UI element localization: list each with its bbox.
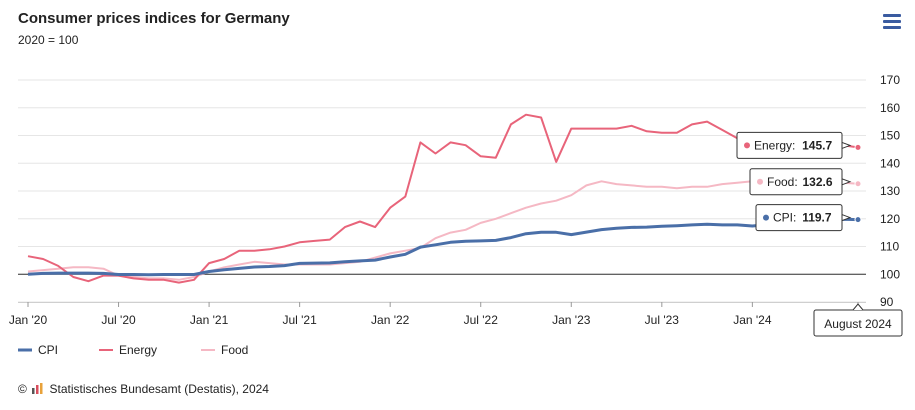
y-tick-label: 160: [880, 101, 900, 115]
y-tick-label: 170: [880, 73, 900, 87]
tooltip-pointer: [841, 178, 852, 186]
x-tick-label: Jul '20: [101, 313, 136, 327]
hamburger-menu-icon[interactable]: [883, 14, 901, 30]
x-tick-label: Jan '23: [552, 313, 591, 327]
y-tick-label: 120: [880, 212, 900, 226]
tooltip-cpi: CPI: 119.7: [755, 204, 852, 232]
legend-label: Energy: [119, 343, 157, 357]
tooltip-dot: [744, 142, 750, 149]
x-tick-label: Jan '20: [9, 313, 48, 327]
x-tick-label: Jan '24: [733, 313, 772, 327]
tooltip-dot: [757, 178, 763, 185]
tooltip-value: 145.7: [802, 138, 832, 152]
x-tick-label: Jan '21: [190, 313, 229, 327]
tooltip-value: 132.6: [803, 175, 833, 189]
legend-label: Food: [221, 343, 248, 357]
x-tooltip-pointer: [852, 303, 864, 311]
y-tick-label: 130: [880, 184, 900, 198]
x-tooltip-label: August 2024: [824, 317, 892, 331]
legend-label: CPI: [38, 343, 58, 357]
x-tick-label: Jul '21: [282, 313, 317, 327]
destatis-logo-icon: [32, 383, 43, 394]
tooltip-label: Food:: [767, 175, 798, 189]
chart-title: Consumer prices indices for Germany: [18, 10, 290, 27]
hover-marker-food: [854, 180, 862, 188]
tooltip-energy: Energy: 145.7: [736, 131, 852, 159]
y-tick-label: 150: [880, 129, 900, 143]
tooltip-label: Energy:: [754, 138, 795, 152]
y-tick-label: 110: [880, 240, 899, 254]
x-tick-label: Jul '23: [645, 313, 680, 327]
menu-bar: [883, 14, 901, 17]
chart-subtitle: 2020 = 100: [18, 33, 79, 47]
x-tick-label: Jul '22: [464, 313, 499, 327]
hover-marker-cpi: [854, 216, 862, 224]
tooltip-pointer: [841, 213, 852, 222]
x-axis-tooltip: August 2024: [813, 303, 903, 337]
tooltip-dot: [763, 214, 769, 221]
legend-item-food[interactable]: Food: [201, 343, 248, 357]
y-tick-label: 140: [880, 156, 900, 170]
credit-footer: © Statistisches Bundesamt (Destatis), 20…: [18, 382, 269, 396]
tooltip-pointer: [841, 141, 852, 150]
menu-bar: [883, 26, 901, 29]
credit-text: Statistisches Bundesamt (Destatis), 2024: [49, 382, 269, 396]
series-line-energy: [27, 113, 859, 284]
tooltip-label: CPI:: [773, 211, 796, 225]
series-line-cpi: [27, 217, 859, 277]
tooltip-value: 119.7: [802, 211, 832, 225]
hover-marker-energy: [854, 143, 862, 151]
y-tick-label: 100: [880, 267, 900, 281]
tooltip-food: Food: 132.6: [749, 168, 852, 196]
legend-item-energy[interactable]: Energy: [99, 343, 157, 357]
menu-bar: [883, 20, 901, 23]
series-line-food: [27, 177, 859, 281]
y-tick-label: 90: [880, 295, 894, 309]
copyright-symbol: ©: [18, 382, 27, 396]
x-tick-label: Jan '22: [371, 313, 410, 327]
legend-item-cpi[interactable]: CPI: [18, 343, 58, 357]
